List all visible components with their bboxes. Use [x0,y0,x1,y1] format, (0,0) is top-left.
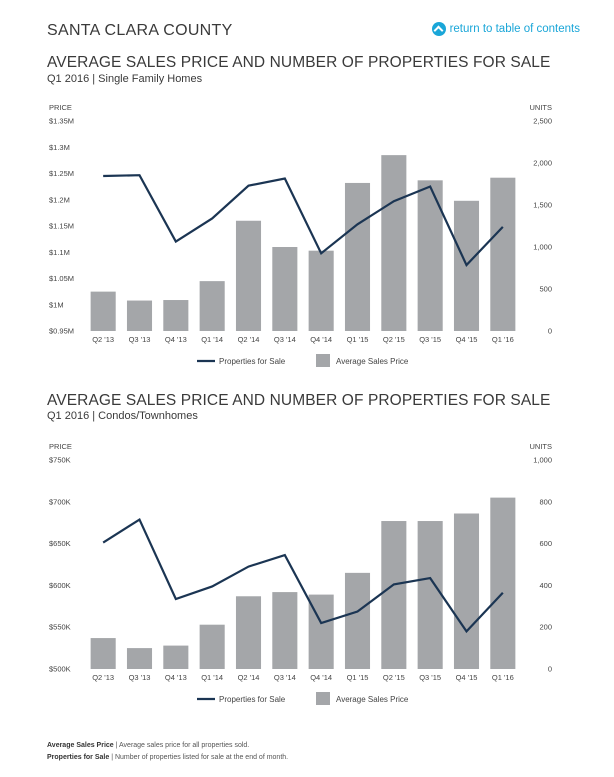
line-properties-for-sale [102,517,504,634]
x-tick-label: Q3 '15 [419,335,441,344]
toc-link-label[interactable]: return to table of contents [449,23,580,35]
y-tick-label: $1M [49,300,64,309]
y-tick-label: $700K [49,497,71,506]
x-tick-label: Q2 '15 [383,673,405,682]
bar-average-sales-price [163,645,189,669]
y-tick-label: $550K [49,623,71,632]
y-tick-label: $500K [49,665,71,674]
x-tick-label: Q2 '13 [92,335,114,344]
x-tick-label: Q3 '13 [129,335,151,344]
y2-tick-label: 600 [539,539,552,548]
y-tick-label: $750K [49,456,71,465]
y-tick-label: $1.1M [49,248,70,257]
x-tick-label: Q2 '14 [238,335,260,344]
legend-bar-swatch [316,354,330,367]
x-tick-label: Q2 '13 [92,673,114,682]
y-tick-label: $1.2M [49,195,70,204]
x-tick-label: Q4 '15 [456,335,478,344]
y-tick-label: $0.95M [49,327,74,336]
y2-tick-label: 2,500 [533,117,552,126]
x-tick-label: Q3 '13 [129,673,151,682]
y2-tick-label: 1,000 [533,456,552,465]
y-tick-label: $1.35M [49,117,74,126]
x-tick-label: Q3 '14 [274,335,296,344]
bar-average-sales-price [344,572,371,669]
y2-tick-label: 200 [539,623,552,632]
bar-average-sales-price [90,291,116,331]
bar-average-sales-price [126,648,153,669]
legend-label-properties-for-sale: Properties for Sale [219,357,286,366]
chart-2-title: AVERAGE SALES PRICE AND NUMBER OF PROPER… [47,392,551,409]
bar-average-sales-price [272,592,298,669]
x-tick-label: Q4 '14 [310,673,332,682]
y2-tick-label: 1,000 [533,243,552,252]
x-tick-label: Q2 '14 [238,673,260,682]
y-axis-title-price: PRICE [49,103,72,112]
bar-average-sales-price [199,624,225,669]
bar-average-sales-price [308,250,334,331]
y2-tick-label: 0 [548,327,552,336]
y-tick-label: $600K [49,581,71,590]
y2-axis-title-units: UNITS [530,103,553,112]
bar-average-sales-price [235,596,262,669]
y-tick-label: $1.3M [49,143,70,152]
bar-average-sales-price [163,300,189,331]
y2-tick-label: 1,500 [533,201,552,210]
y2-tick-label: 500 [539,285,552,294]
chart-2-condos-townhomes: PRICE UNITS $750K $700K $650K $600K $550K $500K… [49,442,553,705]
y2-tick-label: 400 [539,581,552,590]
y-tick-label: $650K [49,539,71,548]
bar-average-sales-price [381,521,407,669]
y-tick-label: $1.05M [49,274,74,283]
y2-tick-label: 0 [548,665,552,674]
legend-bar-swatch [316,692,330,705]
x-tick-label: Q1 '16 [492,673,514,682]
x-tick-label: Q2 '15 [383,335,405,344]
legend-label-average-sales-price: Average Sales Price [336,695,409,704]
bar-average-sales-price [90,638,116,669]
footnote-properties-for-sale: Properties for Sale | Number of properti… [47,754,289,761]
x-tick-label: Q1 '15 [347,335,369,344]
y2-axis-title-units: UNITS [530,442,553,451]
region-title: SANTA CLARA COUNTY [47,22,233,39]
bar-average-sales-price [490,497,516,669]
y-tick-label: $1.25M [49,169,74,178]
x-tick-label: Q4 '13 [165,673,187,682]
bar-average-sales-price [272,247,298,331]
y-axis-title-price: PRICE [49,442,72,451]
legend-label-average-sales-price: Average Sales Price [336,357,409,366]
y2-tick-label: 2,000 [533,159,552,168]
chart-2-subtitle: Q1 2016 | Condos/Townhomes [47,410,198,422]
footnotes: Average Sales Price | Average sales pric… [47,740,288,764]
chevron-up-icon[interactable] [431,22,446,36]
chart-1-title: AVERAGE SALES PRICE AND NUMBER OF PROPER… [47,54,551,71]
legend-label-properties-for-sale: Properties for Sale [219,695,286,704]
bar-average-sales-price [235,220,262,331]
x-tick-label: Q4 '15 [456,673,478,682]
bar-average-sales-price [417,521,443,669]
x-tick-label: Q3 '15 [419,673,441,682]
bar-average-sales-price [126,300,153,331]
x-tick-label: Q4 '14 [310,335,332,344]
bar-average-sales-price [344,182,371,331]
x-tick-label: Q1 '15 [347,673,369,682]
y-tick-label: $1.15M [49,222,74,231]
x-tick-label: Q3 '14 [274,673,296,682]
footnote-average-sales-price: Average Sales Price | Average sales pric… [47,742,250,749]
x-tick-label: Q1 '14 [201,335,223,344]
x-tick-label: Q1 '16 [492,335,514,344]
y2-tick-label: 800 [539,497,552,506]
bar-average-sales-price [199,281,225,331]
bar-average-sales-price [453,513,480,669]
chart-1-single-family: PRICE UNITS $1.35M $1.3M $1.25M $1.2M $1.15M $1… [49,103,553,367]
chart-1-subtitle: Q1 2016 | Single Family Homes [47,73,203,85]
line-properties-for-sale [103,174,504,267]
bar-average-sales-price [490,177,516,331]
x-tick-label: Q1 '14 [201,673,223,682]
x-tick-label: Q4 '13 [165,335,187,344]
return-to-toc-link[interactable]: return to table of contents [431,22,580,36]
bar-average-sales-price [381,155,407,331]
